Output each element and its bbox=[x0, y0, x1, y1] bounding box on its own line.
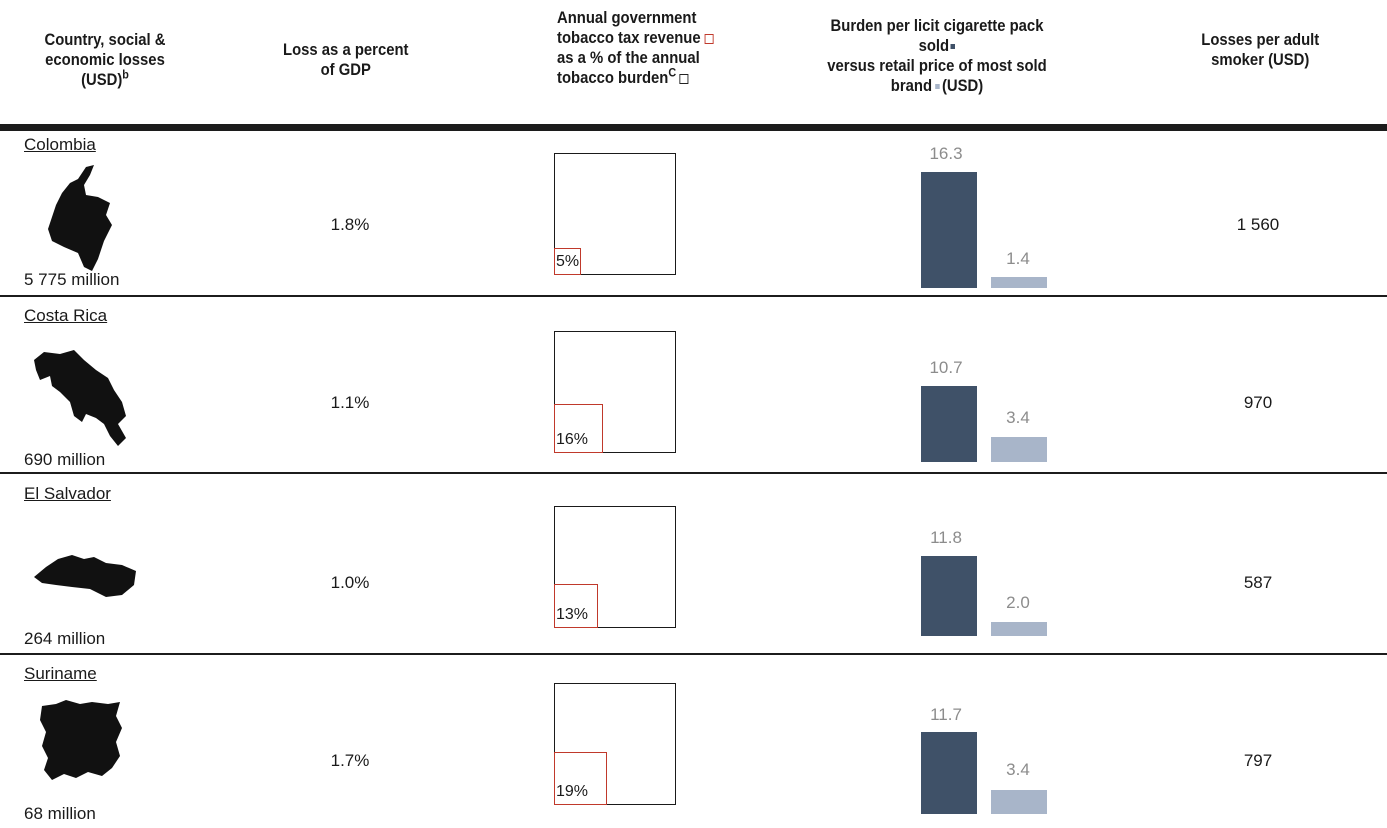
header-tax-line4-wrap: tobacco burdenC bbox=[557, 65, 737, 88]
header-burden-line2: versus retail price of most sold bbox=[827, 57, 1047, 75]
price-value-label: 3.4 bbox=[1006, 760, 1030, 779]
header-country-line3: (USD)b bbox=[24, 67, 186, 90]
price-bar bbox=[991, 277, 1047, 288]
header-burden-line1-wrap: Burden per licit cigarette pack sold bbox=[820, 16, 1054, 56]
header-tax-line4: tobacco burden bbox=[557, 69, 669, 87]
costa-rica-map-icon bbox=[34, 350, 126, 446]
losses-per-smoker: 970 bbox=[1243, 393, 1273, 412]
header-country-line2: economic losses bbox=[45, 51, 165, 69]
suriname-map-icon bbox=[40, 700, 122, 780]
header-gdp: Loss as a percent of GDP bbox=[258, 40, 434, 80]
header-divider bbox=[0, 124, 1387, 131]
losses-per-smoker: 587 bbox=[1243, 573, 1273, 592]
burden-value-label: 16.3 bbox=[929, 144, 963, 163]
row-divider bbox=[0, 472, 1387, 474]
losses-per-smoker: 1 560 bbox=[1236, 215, 1280, 234]
burden-bar bbox=[921, 556, 977, 636]
annual-burden-square: 19% bbox=[554, 683, 676, 805]
header-tax-line3: as a % of the annual bbox=[557, 49, 700, 67]
burden-bar bbox=[921, 732, 977, 814]
country-name: El Salvador bbox=[24, 484, 111, 503]
header-tax-line2-wrap: tobacco tax revenue bbox=[557, 28, 737, 48]
header-burden-vs-price: Burden per licit cigarette pack sold ver… bbox=[820, 16, 1054, 96]
annual-burden-square: 13% bbox=[554, 506, 676, 628]
header-tax-revenue: Annual government tobacco tax revenue as… bbox=[557, 8, 737, 88]
footnote-c: C bbox=[668, 65, 677, 80]
social-economic-losses: 5 775 million bbox=[24, 270, 120, 289]
row-divider bbox=[0, 653, 1387, 655]
price-bar bbox=[991, 437, 1047, 462]
price-bar bbox=[991, 622, 1047, 636]
header-tax-line1: Annual government bbox=[557, 9, 697, 27]
gdp-loss-value: 1.8% bbox=[330, 215, 370, 234]
tax-revenue-square: 5% bbox=[554, 248, 581, 275]
burden-value-label: 10.7 bbox=[929, 358, 963, 377]
footnote-b: b bbox=[122, 67, 129, 82]
el-salvador-map-icon bbox=[34, 555, 136, 597]
header-smoker-line2: smoker (USD) bbox=[1211, 51, 1310, 69]
price-value-label: 2.0 bbox=[1006, 593, 1030, 612]
tax-revenue-label: 16% bbox=[556, 431, 589, 448]
price-value-label: 3.4 bbox=[1006, 408, 1030, 427]
header-burden-line3a: brand bbox=[890, 77, 933, 95]
gdp-loss-value: 1.0% bbox=[330, 573, 370, 592]
table-row: Suriname 68 million 1.7% 19% 11.7 3.4 79… bbox=[0, 654, 1387, 828]
dark-bar-legend-icon bbox=[950, 44, 956, 50]
header-smoker-line1: Losses per adult bbox=[1201, 31, 1320, 49]
social-economic-losses: 68 million bbox=[24, 804, 96, 823]
table-row: Costa Rica 690 million 1.1% 16% 10.7 3.4… bbox=[0, 296, 1387, 474]
burden-value-label: 11.8 bbox=[930, 528, 962, 547]
tax-revenue-square: 13% bbox=[554, 584, 598, 628]
tax-revenue-square: 16% bbox=[554, 404, 603, 453]
price-value-label: 1.4 bbox=[1006, 249, 1030, 268]
table-header: Country, social & economic losses (USD)b… bbox=[0, 0, 1387, 124]
header-per-smoker: Losses per adult smoker (USD) bbox=[1177, 30, 1344, 70]
gdp-loss-value: 1.1% bbox=[330, 393, 370, 412]
header-country-line1: Country, social & bbox=[44, 31, 166, 49]
tax-revenue-label: 13% bbox=[556, 606, 589, 623]
table-row: Colombia 5 775 million 1.8% 5% 16.3 1.4 … bbox=[0, 131, 1387, 297]
burden-value-label: 11.7 bbox=[930, 705, 962, 724]
table-row: El Salvador 264 million 1.0% 13% 11.8 2.… bbox=[0, 473, 1387, 655]
black-square-legend-icon bbox=[679, 73, 689, 84]
country-name: Costa Rica bbox=[24, 306, 108, 325]
header-gdp-line1: Loss as a percent bbox=[283, 41, 409, 59]
gdp-loss-value: 1.7% bbox=[330, 751, 370, 770]
header-tax-line2: tobacco tax revenue bbox=[557, 29, 701, 47]
header-country-unit: (USD) bbox=[81, 71, 123, 89]
burden-bar bbox=[921, 386, 977, 462]
country-name: Colombia bbox=[24, 135, 96, 154]
light-bar-legend-icon bbox=[934, 84, 940, 90]
header-country-losses: Country, social & economic losses (USD)b bbox=[24, 30, 186, 90]
red-square-legend-icon bbox=[704, 33, 714, 44]
tax-revenue-square: 19% bbox=[554, 752, 607, 805]
header-burden-line3-wrap: brand (USD) bbox=[820, 76, 1054, 96]
tax-revenue-label: 19% bbox=[556, 783, 589, 800]
annual-burden-square: 16% bbox=[554, 331, 676, 453]
social-economic-losses: 690 million bbox=[24, 450, 106, 469]
country-name: Suriname bbox=[24, 664, 97, 683]
social-economic-losses: 264 million bbox=[24, 629, 106, 648]
header-burden-line1: Burden per licit cigarette pack sold bbox=[830, 17, 1044, 55]
header-gdp-line2: of GDP bbox=[320, 61, 371, 79]
losses-per-smoker: 797 bbox=[1243, 751, 1273, 770]
row-divider bbox=[0, 295, 1387, 297]
colombia-map-icon bbox=[48, 165, 112, 271]
price-bar bbox=[991, 790, 1047, 814]
burden-bar bbox=[921, 172, 977, 288]
header-burden-line3b: (USD) bbox=[941, 77, 984, 95]
tax-revenue-label: 5% bbox=[556, 253, 580, 270]
annual-burden-square: 5% bbox=[554, 153, 676, 275]
